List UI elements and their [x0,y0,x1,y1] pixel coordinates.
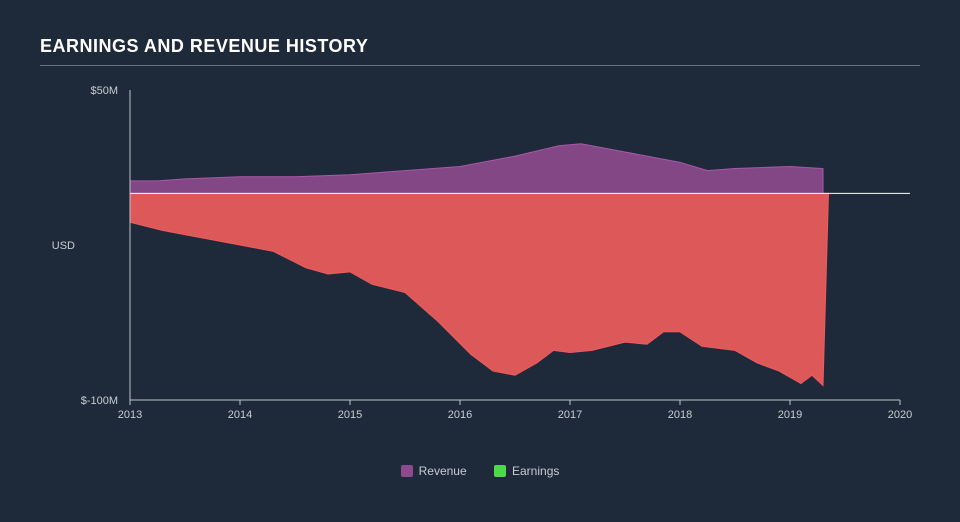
y-tick-label: $-100M [81,395,118,407]
legend-item-revenue: Revenue [401,464,467,478]
x-tick-label: 2016 [448,409,472,421]
title-rule [40,65,920,66]
legend-label-earnings: Earnings [512,464,559,478]
x-tick-label: 2015 [338,409,362,421]
x-tick-label: 2017 [558,409,582,421]
y-tick-label: $50M [90,85,118,97]
x-tick-label: 2019 [778,409,802,421]
legend-swatch-earnings [494,465,506,477]
legend-swatch-revenue [401,465,413,477]
y-axis-label: USD [52,240,75,252]
x-tick-label: 2018 [668,409,692,421]
x-tick-label: 2014 [228,409,252,421]
chart-svg: 2013 2014 2015 2016 2017 2018 2019 2020 $50M $-10… [40,80,920,450]
x-tick-label: 2020 [888,409,912,421]
chart-container: 2013 2014 2015 2016 2017 2018 2019 2020 $50M $-10… [40,80,920,480]
chart-title: EARNINGS AND REVENUE HISTORY [40,36,920,57]
area-revenue [130,144,823,194]
legend: Revenue Earnings [40,464,920,480]
legend-label-revenue: Revenue [419,464,467,478]
area-lossarea [130,193,829,385]
x-tick-label: 2013 [118,409,142,421]
legend-item-earnings: Earnings [494,464,559,478]
